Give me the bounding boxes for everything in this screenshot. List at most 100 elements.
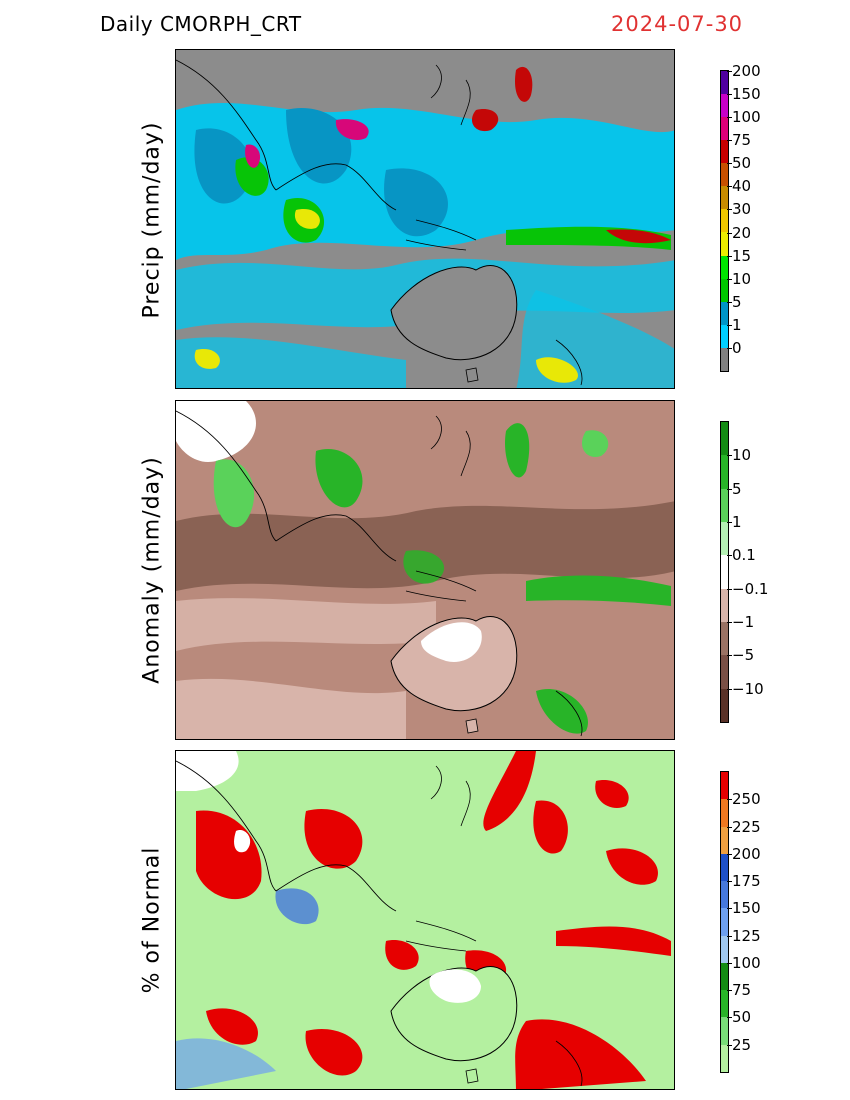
- colorbar-tick: [727, 655, 732, 657]
- colorbar-tick-label: 200: [732, 844, 761, 863]
- colorbar-segment: [721, 881, 728, 909]
- colorbar-tick: [727, 853, 732, 855]
- colorbar-tick: [727, 301, 732, 303]
- precip-axis-label: Precip (mm/day): [139, 121, 165, 319]
- percent-colorbar: [720, 771, 729, 1073]
- percent-map: [175, 750, 675, 1090]
- colorbar-tick-label: 30: [732, 200, 752, 219]
- colorbar-tick: [727, 688, 732, 690]
- anomaly-axis-label: Anomaly (mm/day): [139, 456, 165, 684]
- colorbar-tick-label: 200: [732, 62, 761, 80]
- colorbar-tick: [727, 555, 732, 557]
- colorbar-segment: [721, 521, 728, 556]
- colorbar-tick-label: 25: [732, 1035, 752, 1054]
- precip-map: [175, 49, 675, 389]
- colorbar-segment: [721, 962, 728, 991]
- colorbar-tick: [727, 278, 732, 280]
- colorbar-segment: [721, 908, 728, 936]
- anomaly-map: [175, 400, 675, 740]
- colorbar-tick-label: 5: [732, 292, 742, 311]
- colorbar-tick: [727, 588, 732, 590]
- colorbar-tick: [727, 209, 732, 211]
- colorbar-tick-label: 225: [732, 817, 761, 836]
- colorbar-tick-label: 50: [732, 1008, 752, 1027]
- colorbar-segment: [721, 1017, 728, 1045]
- colorbar-tick-label: 5: [732, 479, 742, 498]
- colorbar-segment: [721, 455, 728, 489]
- colorbar-segment: [721, 555, 728, 589]
- colorbar-segment: [721, 422, 728, 456]
- colorbar-tick-label: 20: [732, 223, 752, 242]
- colorbar-tick: [727, 455, 732, 457]
- colorbar-tick-label: 175: [732, 872, 761, 891]
- colorbar-segment: [721, 71, 728, 95]
- colorbar-tick: [727, 799, 732, 801]
- colorbar-segment: [721, 1044, 728, 1072]
- colorbar-segment: [721, 826, 728, 854]
- colorbar-segment: [721, 621, 728, 656]
- colorbar-tick-label: 150: [732, 899, 761, 918]
- colorbar-segment: [721, 488, 728, 522]
- colorbar-segment: [721, 772, 728, 800]
- product-title: Daily CMORPH_CRT: [100, 12, 302, 36]
- colorbar-tick: [727, 140, 732, 142]
- colorbar-tick-label: 10: [732, 446, 752, 465]
- colorbar-tick: [727, 908, 732, 910]
- colorbar-tick: [727, 935, 732, 937]
- colorbar-tick: [727, 488, 732, 490]
- colorbar-segment: [721, 278, 728, 302]
- colorbar-segment: [721, 588, 728, 622]
- colorbar-tick-label: 50: [732, 154, 752, 173]
- colorbar-tick: [727, 881, 732, 883]
- colorbar-tick-label: 75: [732, 981, 752, 1000]
- colorbar-tick-label: −0.1: [732, 579, 769, 598]
- colorbar-tick-label: −10: [732, 679, 764, 698]
- colorbar-segment: [721, 799, 728, 827]
- colorbar-tick: [727, 826, 732, 828]
- colorbar-segment: [721, 853, 728, 882]
- colorbar-segment: [721, 94, 728, 118]
- colorbar-tick-label: 0.1: [732, 546, 756, 565]
- colorbar-segment: [721, 301, 728, 325]
- colorbar-tick: [727, 186, 732, 188]
- colorbar-segment: [721, 990, 728, 1018]
- colorbar-segment: [721, 163, 728, 187]
- anomaly-colorbar: [720, 421, 729, 723]
- colorbar-tick: [727, 622, 732, 623]
- colorbar-segment: [721, 655, 728, 689]
- colorbar-tick-label: 100: [732, 953, 761, 972]
- colorbar-tick: [727, 324, 732, 326]
- colorbar-tick-label: 15: [732, 246, 752, 265]
- colorbar-tick-label: 1: [732, 315, 742, 334]
- colorbar-tick: [727, 117, 732, 119]
- colorbar-segment: [721, 232, 728, 256]
- colorbar-tick: [727, 347, 732, 349]
- colorbar-segment: [721, 688, 728, 722]
- colorbar-tick-label: 150: [732, 85, 761, 104]
- colorbar-tick-label: 125: [732, 926, 761, 945]
- colorbar-tick: [727, 255, 732, 257]
- colorbar-tick-label: 40: [732, 177, 752, 196]
- colorbar-tick-label: −1: [732, 613, 755, 631]
- colorbar-tick: [727, 163, 732, 165]
- colorbar-tick: [727, 990, 732, 992]
- colorbar-tick-label: 1: [732, 513, 742, 531]
- colorbar-segment: [721, 186, 728, 210]
- colorbar-tick-label: 100: [732, 108, 761, 127]
- colorbar-tick: [727, 522, 732, 523]
- colorbar-segment: [721, 140, 728, 164]
- colorbar-tick: [727, 71, 732, 72]
- colorbar-tick-label: 10: [732, 269, 752, 288]
- colorbar-tick: [727, 232, 732, 234]
- colorbar-tick-label: −5: [732, 646, 755, 665]
- colorbar-tick-label: 250: [732, 790, 761, 809]
- percent-axis-label: % of Normal: [139, 846, 165, 994]
- colorbar-tick-label: 75: [732, 131, 752, 150]
- colorbar-tick: [727, 1044, 732, 1046]
- colorbar-segment: [721, 324, 728, 348]
- colorbar-tick-label: 0: [732, 338, 742, 357]
- colorbar-segment: [721, 935, 728, 963]
- colorbar-segment: [721, 209, 728, 233]
- colorbar-tick: [727, 962, 732, 964]
- colorbar-tick: [727, 94, 732, 96]
